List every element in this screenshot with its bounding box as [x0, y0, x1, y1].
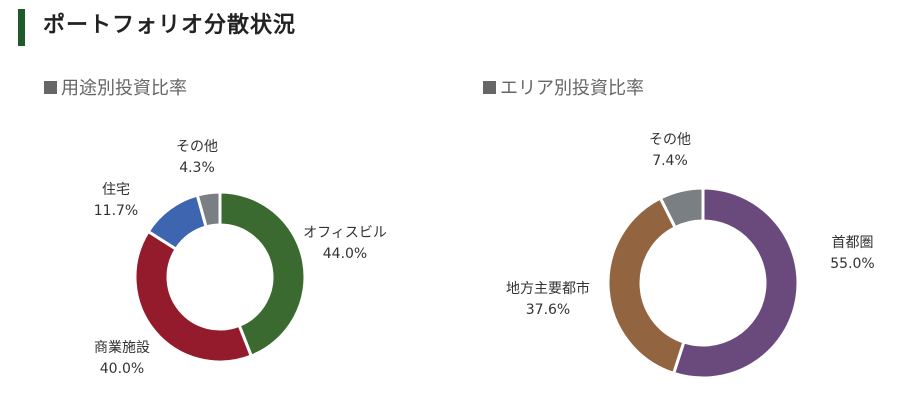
usage-label-commercial: 商業施設 40.0%	[82, 338, 162, 380]
title-accent-bar	[18, 9, 25, 46]
slice-value: 44.0%	[322, 246, 368, 262]
area-slice-1	[606, 196, 686, 376]
section-square-icon	[483, 81, 496, 94]
usage-slice-1	[133, 229, 254, 364]
usage-slice-3	[195, 190, 222, 229]
area-label-other: その他 7.4%	[640, 130, 700, 172]
area-slice-2	[658, 186, 705, 230]
page-title: ポートフォリオ分散状況	[43, 13, 297, 38]
section-square-icon	[44, 81, 57, 94]
usage-chart-title: 用途別投資比率	[44, 78, 187, 100]
usage-chart-title-text: 用途別投資比率	[61, 78, 187, 99]
slice-value: 4.3%	[179, 160, 215, 176]
slice-label: その他	[649, 132, 691, 148]
slice-label: 商業施設	[94, 340, 150, 356]
area-chart-title-text: エリア別投資比率	[500, 78, 644, 99]
area-chart-title: エリア別投資比率	[483, 78, 644, 100]
area-label-capital: 首都圏 55.0%	[815, 233, 890, 275]
slice-label: 地方主要都市	[506, 281, 590, 297]
usage-slice-0	[218, 190, 307, 358]
slice-label: 首都圏	[831, 235, 874, 251]
slice-value: 40.0%	[99, 361, 145, 377]
area-slice-0	[671, 186, 800, 380]
slice-value: 11.7%	[93, 203, 139, 219]
slice-label: 住宅	[102, 182, 130, 198]
usage-label-residential: 住宅 11.7%	[86, 180, 146, 222]
slice-label: その他	[176, 139, 218, 155]
usage-label-office: オフィスビル 44.0%	[290, 223, 400, 265]
area-label-regional: 地方主要都市 37.6%	[493, 279, 603, 321]
slice-value: 55.0%	[830, 256, 875, 272]
slice-label: オフィスビル	[303, 225, 387, 241]
usage-label-other: その他 4.3%	[167, 137, 227, 179]
slice-value: 37.6%	[525, 302, 571, 318]
slice-value: 7.4%	[652, 153, 688, 169]
